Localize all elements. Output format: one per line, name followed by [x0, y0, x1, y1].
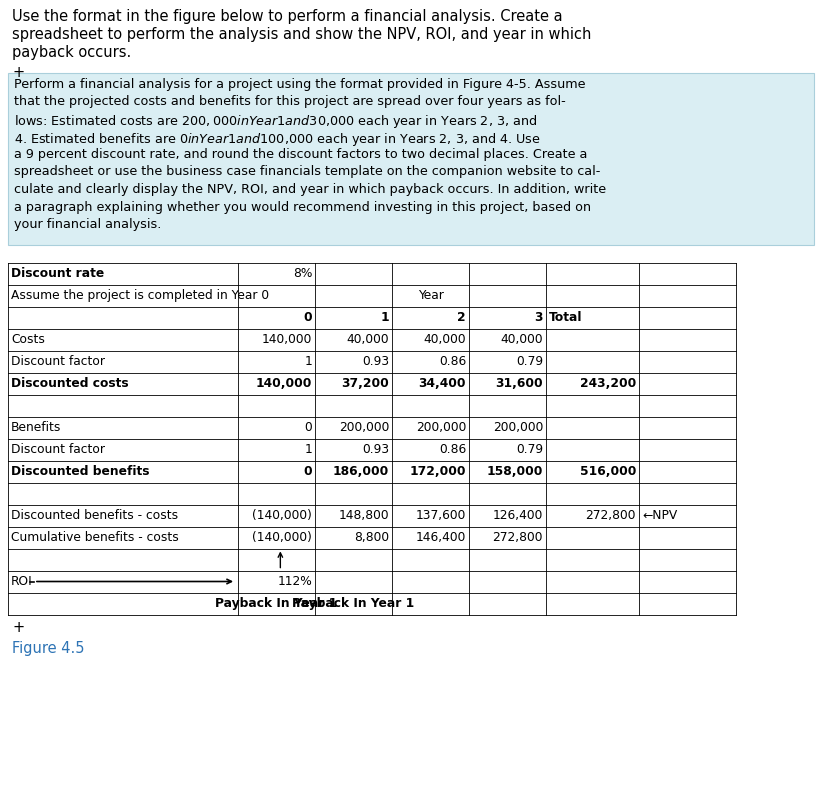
Text: Discounted costs: Discounted costs	[11, 377, 128, 390]
Text: 8%: 8%	[293, 267, 312, 280]
Text: 40,000: 40,000	[501, 333, 543, 346]
Text: Payback In Year 1: Payback In Year 1	[215, 597, 338, 610]
Text: Discount factor: Discount factor	[11, 443, 105, 456]
Text: 140,000: 140,000	[256, 377, 312, 390]
Text: 172,000: 172,000	[409, 465, 466, 478]
Text: 40,000: 40,000	[423, 333, 466, 346]
Text: 200,000: 200,000	[339, 421, 389, 434]
Text: 0.93: 0.93	[362, 443, 389, 456]
Text: a 9 percent discount rate, and round the discount factors to two decimal places.: a 9 percent discount rate, and round the…	[14, 148, 588, 161]
Text: ←NPV: ←NPV	[642, 509, 677, 522]
Text: 126,400: 126,400	[492, 509, 543, 522]
Text: Discount rate: Discount rate	[11, 267, 104, 280]
Text: 186,000: 186,000	[333, 465, 389, 478]
Text: Costs: Costs	[11, 333, 45, 346]
Text: 0.93: 0.93	[362, 355, 389, 368]
Text: ROI: ROI	[11, 575, 33, 588]
Text: 8,800: 8,800	[354, 531, 389, 544]
Text: your financial analysis.: your financial analysis.	[14, 218, 161, 231]
Text: Payback In Year 1: Payback In Year 1	[293, 597, 414, 610]
Text: Discounted benefits: Discounted benefits	[11, 465, 150, 478]
Text: (140,000): (140,000)	[252, 531, 312, 544]
Text: +: +	[12, 65, 24, 80]
Text: 158,000: 158,000	[487, 465, 543, 478]
Text: 3: 3	[534, 311, 543, 324]
Text: 0: 0	[303, 465, 312, 478]
Text: Perform a financial analysis for a project using the format provided in Figure 4: Perform a financial analysis for a proje…	[14, 78, 585, 91]
Text: Total: Total	[549, 311, 583, 324]
Text: Discounted benefits - costs: Discounted benefits - costs	[11, 509, 178, 522]
Text: 200,000: 200,000	[492, 421, 543, 434]
Text: 37,200: 37,200	[341, 377, 389, 390]
Text: a paragraph explaining whether you would recommend investing in this project, ba: a paragraph explaining whether you would…	[14, 201, 591, 213]
Text: 0.86: 0.86	[439, 443, 466, 456]
Text: Discount factor: Discount factor	[11, 355, 105, 368]
Text: 0: 0	[303, 311, 312, 324]
Text: 112%: 112%	[277, 575, 312, 588]
Text: 2: 2	[457, 311, 466, 324]
Text: 200,000: 200,000	[416, 421, 466, 434]
Text: 0.86: 0.86	[439, 355, 466, 368]
Text: spreadsheet or use the business case financials template on the companion websit: spreadsheet or use the business case fin…	[14, 165, 600, 179]
Text: 1: 1	[381, 311, 389, 324]
Text: 34,400: 34,400	[418, 377, 466, 390]
Text: 0.79: 0.79	[516, 443, 543, 456]
Text: 1: 1	[304, 443, 312, 456]
Text: 516,000: 516,000	[580, 465, 636, 478]
Text: (140,000): (140,000)	[252, 509, 312, 522]
Text: 146,400: 146,400	[416, 531, 466, 544]
Text: lows: Estimated costs are $200,000 in Year 1 and $30,000 each year in Years 2, 3: lows: Estimated costs are $200,000 in Ye…	[14, 113, 538, 130]
Text: 0.79: 0.79	[516, 355, 543, 368]
Text: Benefits: Benefits	[11, 421, 62, 434]
Text: 243,200: 243,200	[580, 377, 636, 390]
Text: +: +	[12, 620, 24, 635]
FancyBboxPatch shape	[8, 73, 814, 245]
Text: 31,600: 31,600	[496, 377, 543, 390]
Text: that the projected costs and benefits for this project are spread over four year: that the projected costs and benefits fo…	[14, 95, 566, 109]
Text: Assume the project is completed in Year 0: Assume the project is completed in Year …	[11, 289, 269, 302]
Text: 272,800: 272,800	[492, 531, 543, 544]
Text: spreadsheet to perform the analysis and show the NPV, ROI, and year in which: spreadsheet to perform the analysis and …	[12, 27, 591, 42]
Text: 40,000: 40,000	[346, 333, 389, 346]
Text: 137,600: 137,600	[416, 509, 466, 522]
Text: culate and clearly display the NPV, ROI, and year in which payback occurs. In ad: culate and clearly display the NPV, ROI,…	[14, 183, 606, 196]
Text: Figure 4.5: Figure 4.5	[12, 641, 85, 656]
Text: 4. Estimated benefits are $0 in Year 1 and $100,000 each year in Years 2, 3, and: 4. Estimated benefits are $0 in Year 1 a…	[14, 131, 541, 147]
Text: Use the format in the figure below to perform a financial analysis. Create a: Use the format in the figure below to pe…	[12, 9, 562, 24]
Text: 272,800: 272,800	[585, 509, 636, 522]
Text: payback occurs.: payback occurs.	[12, 45, 132, 60]
Text: 140,000: 140,000	[261, 333, 312, 346]
Text: 0: 0	[304, 421, 312, 434]
Text: 1: 1	[304, 355, 312, 368]
Text: Year: Year	[418, 289, 443, 302]
Text: 148,800: 148,800	[339, 509, 389, 522]
Text: Cumulative benefits - costs: Cumulative benefits - costs	[11, 531, 178, 544]
